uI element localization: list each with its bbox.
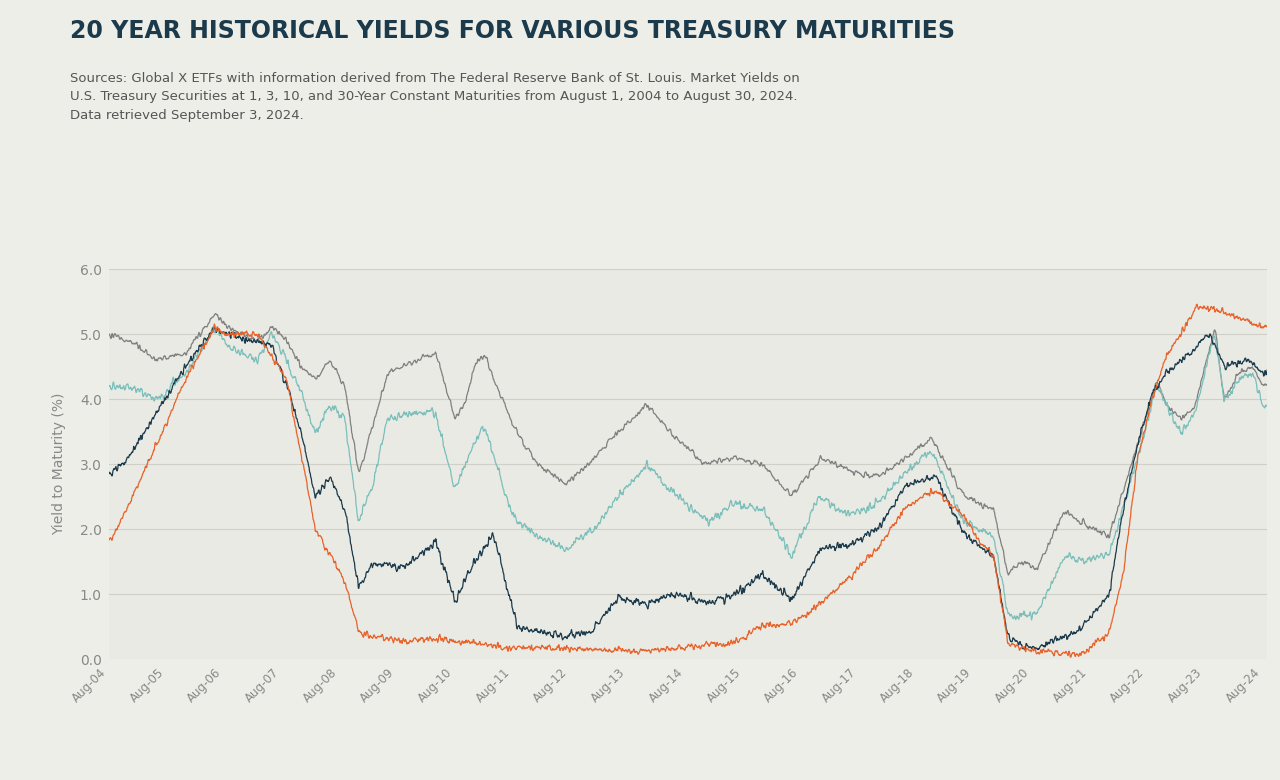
- Y-axis label: Yield to Maturity (%): Yield to Maturity (%): [52, 393, 67, 535]
- Text: 20 YEAR HISTORICAL YIELDS FOR VARIOUS TREASURY MATURITIES: 20 YEAR HISTORICAL YIELDS FOR VARIOUS TR…: [70, 20, 955, 44]
- Legend: U.S. Treasury 1-Year, U.S. Treasury 3-Year, U.S. Treasury 10-Year, U.S. Treasury: U.S. Treasury 1-Year, U.S. Treasury 3-Ye…: [237, 775, 1139, 780]
- Text: Sources: Global X ETFs with information derived from The Federal Reserve Bank of: Sources: Global X ETFs with information …: [70, 72, 800, 122]
